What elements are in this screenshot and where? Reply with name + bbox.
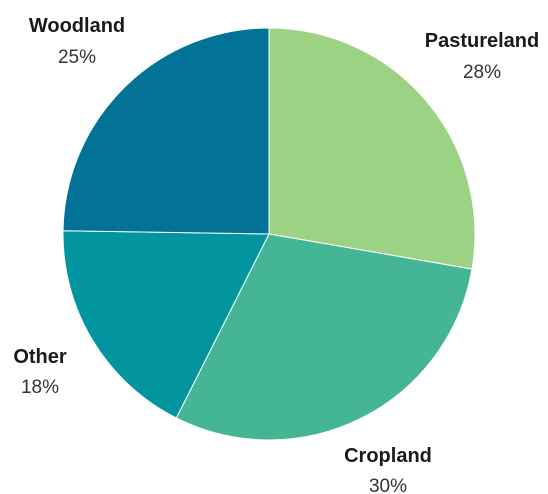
pie-slices <box>62 27 476 441</box>
pie-slice-pastureland <box>268 27 476 270</box>
slice-value-cropland: 30% <box>369 476 407 494</box>
pie-slice-woodland <box>62 27 270 235</box>
slice-label-cropland: Cropland <box>344 445 432 467</box>
slice-value-pastureland: 28% <box>463 62 501 83</box>
slice-value-woodland: 25% <box>58 47 96 68</box>
pie-slice-cropland <box>175 233 473 441</box>
pie-slice-other <box>62 230 270 419</box>
slice-label-woodland: Woodland <box>29 15 125 37</box>
slice-label-pastureland: Pastureland <box>425 30 539 52</box>
slice-value-other: 18% <box>21 377 59 398</box>
slice-label-other: Other <box>13 346 67 368</box>
